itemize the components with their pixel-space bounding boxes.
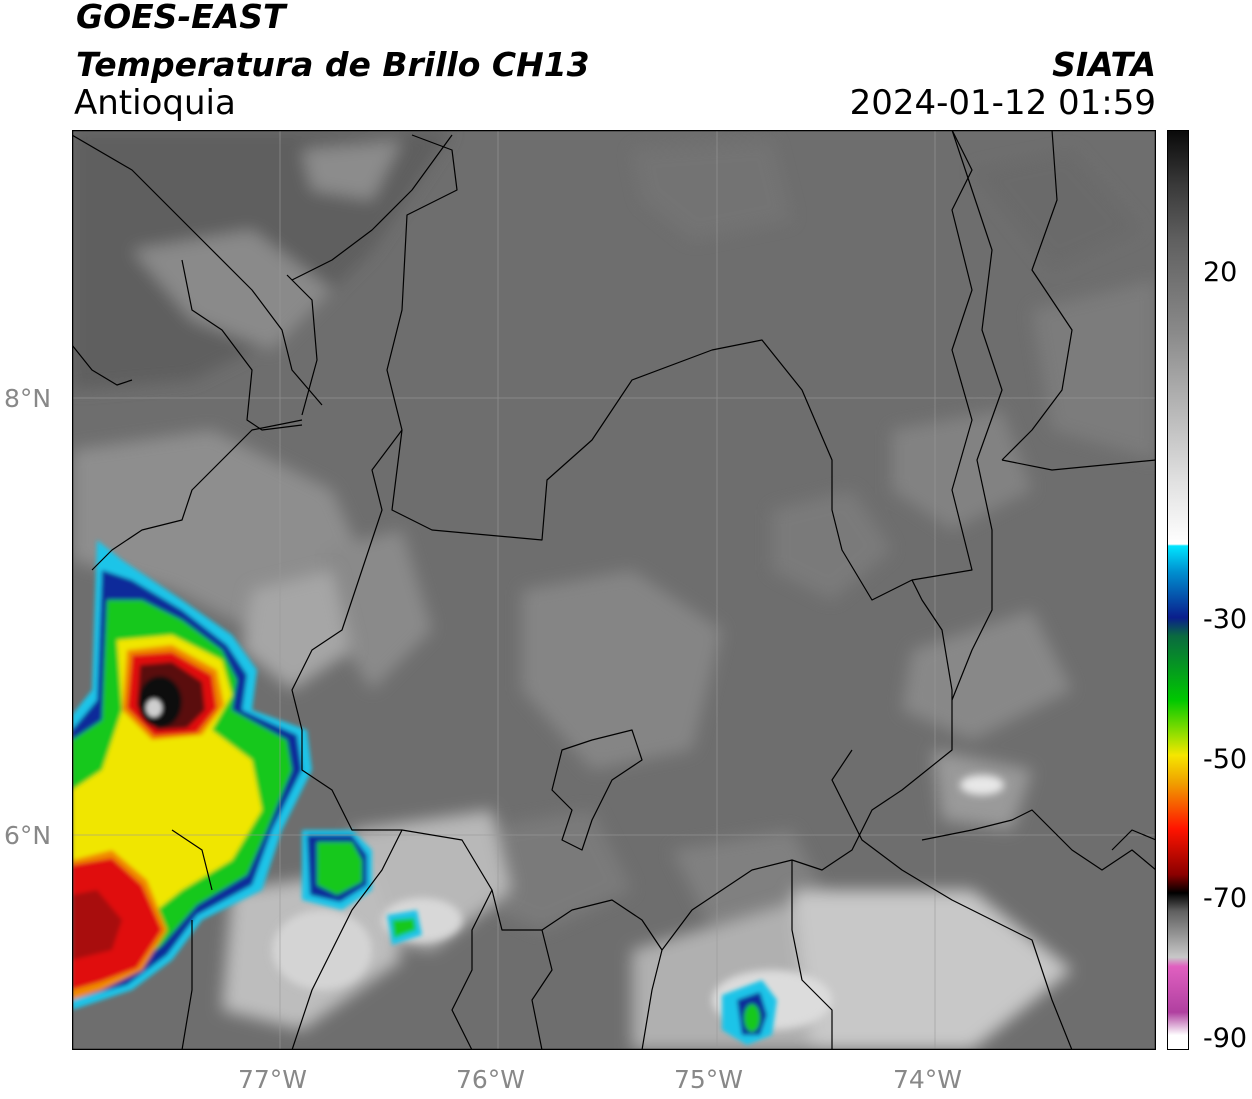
organization-label: SIATA [1052,45,1156,84]
datetime-label: 2024-01-12 01:59 [849,83,1156,123]
colorbar-tick-minus90: -90 [1203,1023,1248,1054]
map-frame [72,130,1156,1050]
product-title: Temperatura de Brillo CH13 [76,45,590,84]
borders [72,130,1156,1050]
lon-label-74w: 74°W [893,1065,963,1094]
graticule [72,130,1156,1050]
lon-label-77w: 77°W [238,1065,308,1094]
colorbar-tick-minus30: -30 [1203,604,1248,635]
colorbar-tick-minus70: -70 [1203,883,1248,914]
satellite-title: GOES-EAST [76,0,286,36]
region-label: Antioquia [74,83,236,123]
convective-storm [72,540,422,1010]
map-panel [72,130,1156,1050]
cloud-texture [72,130,1156,930]
cold-cloud-haze [222,570,1072,1050]
temperature-colorbar [1167,130,1189,1050]
small-storm-cell [722,980,777,1045]
lon-label-75w: 75°W [674,1065,744,1094]
colorbar-tick-minus50: -50 [1203,744,1248,775]
colorbar-tick-20: 20 [1203,257,1238,288]
lat-label-6n: 6°N [4,821,52,850]
lat-label-8n: 8°N [4,384,52,413]
lon-label-76w: 76°W [456,1065,526,1094]
